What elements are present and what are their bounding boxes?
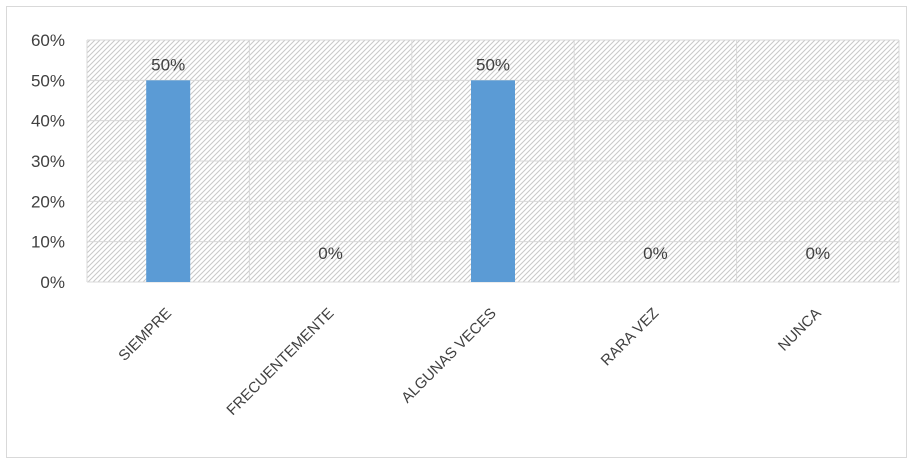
bar — [146, 80, 191, 282]
x-category-label: NUNCA — [775, 305, 825, 355]
y-tick-label: 10% — [31, 233, 65, 252]
y-tick-label: 0% — [40, 273, 65, 292]
data-label: 0% — [643, 244, 668, 263]
x-category-label: ALGUNAS VECES — [398, 305, 500, 407]
bar — [471, 80, 515, 282]
y-tick-label: 50% — [31, 71, 65, 90]
x-category-label: FRECUENTEMENTE — [223, 305, 337, 419]
y-tick-label: 60% — [31, 31, 65, 50]
x-category-label: RARA VEZ — [598, 305, 662, 369]
data-label: 50% — [476, 55, 510, 74]
data-label: 0% — [806, 244, 831, 263]
x-category-label: SIEMPRE — [115, 305, 175, 365]
y-tick-label: 40% — [31, 112, 65, 131]
data-label: 0% — [318, 244, 343, 263]
y-tick-label: 20% — [31, 192, 65, 211]
y-tick-label: 30% — [31, 152, 65, 171]
data-label: 50% — [151, 55, 185, 74]
